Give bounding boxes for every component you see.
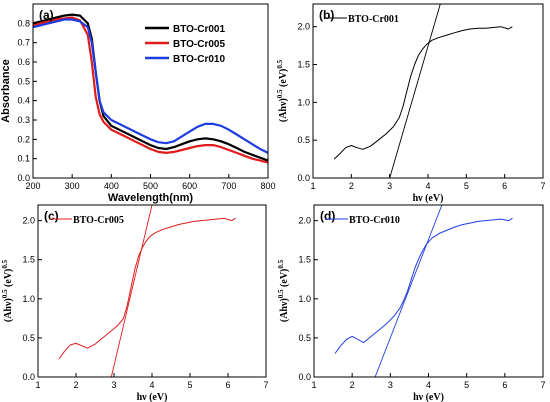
- panel-label-a: (a): [39, 8, 54, 22]
- y-axis-label-c: (Ahν)0.5 (eV)0.5: [1, 259, 14, 322]
- y-tick-label-c: 2.0: [22, 216, 35, 226]
- y-axis-label-b: (Ahν)0.5 (eV)0.5: [276, 59, 289, 122]
- y-tick-label-c: 1.0: [22, 294, 35, 304]
- x-tick-label-d: 3: [388, 380, 393, 390]
- x-tick-label-d: 4: [426, 380, 431, 390]
- x-tick-label-c: 3: [111, 380, 116, 390]
- legend-label-a: BTO-Cr001: [173, 24, 225, 35]
- y-tick-label-d: 0.0: [298, 372, 311, 382]
- x-tick-label-a: 700: [221, 181, 236, 191]
- x-tick-label-b: 4: [425, 181, 430, 191]
- x-tick-label-c: 5: [187, 380, 192, 390]
- series-line-a-0: [33, 13, 268, 162]
- x-axis-label-a: Wavelength(nm): [108, 192, 193, 204]
- fit-line-c: [110, 205, 153, 377]
- series-line-d-0: [334, 217, 513, 354]
- y-tick-label-b: 2.0: [297, 22, 310, 32]
- y-tick-label-a: 0.5: [17, 76, 30, 86]
- legend-label-a: BTO-Cr010: [173, 54, 225, 65]
- panel-a: 200 300 400 500 600 700 800 0.0 0.1 0.2 0.3 0.4 0.5 0…: [0, 3, 276, 204]
- y-tick-label-c: 0.0: [22, 372, 35, 382]
- y-tick-label-a: 0.2: [17, 134, 30, 144]
- x-tick-label-b: 6: [502, 181, 507, 191]
- y-tick-label-a: 0.3: [17, 115, 30, 125]
- x-tick-label-d: 2: [350, 380, 355, 390]
- x-tick-label-a: 300: [65, 181, 80, 191]
- y-tick-label-d: 2.0: [298, 216, 311, 226]
- x-tick-label-b: 3: [387, 181, 392, 191]
- plot-frame-c: [37, 204, 267, 378]
- y-tick-label-d: 0.5: [298, 333, 311, 343]
- x-tick-label-c: 6: [225, 380, 230, 390]
- panel-c: 1 2 3 4 5 6 7 0.0 0.5 1.0 1.5 2.0 hν (eV) (Ahν)0.5 (e…: [1, 204, 269, 402]
- x-tick-label-b: 1: [310, 181, 315, 191]
- y-tick-label-a: 0.8: [17, 18, 30, 28]
- panel-label-d: (d): [320, 209, 335, 223]
- legend-label-b: BTO-Cr001: [348, 14, 399, 25]
- x-tick-label-c: 7: [263, 380, 268, 390]
- x-tick-label-a: 600: [182, 181, 197, 191]
- panel-d: 1 2 3 4 5 6 7 0.0 0.5 1.0 1.5 2.0 hν (eV) (Ahν)0.5 (e…: [277, 204, 546, 402]
- y-axis-label-d: (Ahν)0.5 (eV)0.5: [277, 259, 290, 322]
- y-tick-label-d: 1.0: [298, 294, 311, 304]
- x-tick-label-b: 5: [464, 181, 469, 191]
- panel-b: 1 2 3 4 5 6 7 0.0 0.5 1.0 1.5 2.0 hν (eV) (Ahν)0.5 (e…: [276, 3, 546, 204]
- y-tick-label-b: 0.5: [297, 135, 310, 145]
- y-tick-label-c: 0.5: [22, 333, 35, 343]
- y-tick-label-b: 1.0: [297, 97, 310, 107]
- x-tick-label-c: 4: [149, 380, 154, 390]
- y-tick-label-a: 0.1: [17, 154, 30, 164]
- legend-label-d: BTO-Cr010: [349, 215, 400, 226]
- x-tick-label-d: 1: [311, 380, 316, 390]
- x-tick-label-d: 7: [540, 380, 545, 390]
- series-line-c-0: [58, 217, 236, 360]
- y-tick-label-a: 0.7: [17, 38, 30, 48]
- fit-line-d: [374, 205, 443, 377]
- series-line-a-1: [33, 16, 268, 164]
- x-axis-label-c: hν (eV): [137, 392, 168, 402]
- panel-label-c: (c): [44, 209, 59, 223]
- y-tick-label-a: 0.6: [17, 57, 30, 67]
- x-tick-label-a: 400: [104, 181, 119, 191]
- x-tick-label-b: 2: [349, 181, 354, 191]
- x-tick-label-c: 2: [73, 380, 78, 390]
- panel-label-b: (b): [319, 8, 334, 22]
- series-line-b-0: [333, 26, 513, 160]
- legend-label-a: BTO-Cr005: [173, 39, 225, 50]
- plot-frame-b: [312, 3, 544, 179]
- y-tick-label-d: 1.5: [298, 255, 311, 265]
- plot-frame-d: [313, 204, 544, 378]
- legend-label-c: BTO-Cr005: [73, 215, 124, 226]
- x-tick-label-a: 500: [143, 181, 158, 191]
- y-axis-label-a: Absorbance: [0, 59, 12, 123]
- x-axis-label-d: hν (eV): [413, 392, 444, 402]
- x-tick-label-a: 800: [260, 181, 275, 191]
- fit-line-b: [389, 4, 441, 178]
- x-tick-label-d: 5: [464, 380, 469, 390]
- y-tick-label-a: 0.0: [17, 173, 30, 183]
- x-tick-label-d: 6: [502, 380, 507, 390]
- x-tick-label-b: 7: [540, 181, 545, 191]
- series-line-a-2: [33, 18, 268, 154]
- y-tick-label-b: 1.5: [297, 60, 310, 70]
- x-tick-label-a: 200: [25, 181, 40, 191]
- x-tick-label-c: 1: [35, 380, 40, 390]
- y-tick-label-c: 1.5: [22, 255, 35, 265]
- y-tick-label-a: 0.4: [17, 96, 30, 106]
- x-axis-label-b: hν (eV): [413, 193, 444, 204]
- y-tick-label-b: 0.0: [297, 173, 310, 183]
